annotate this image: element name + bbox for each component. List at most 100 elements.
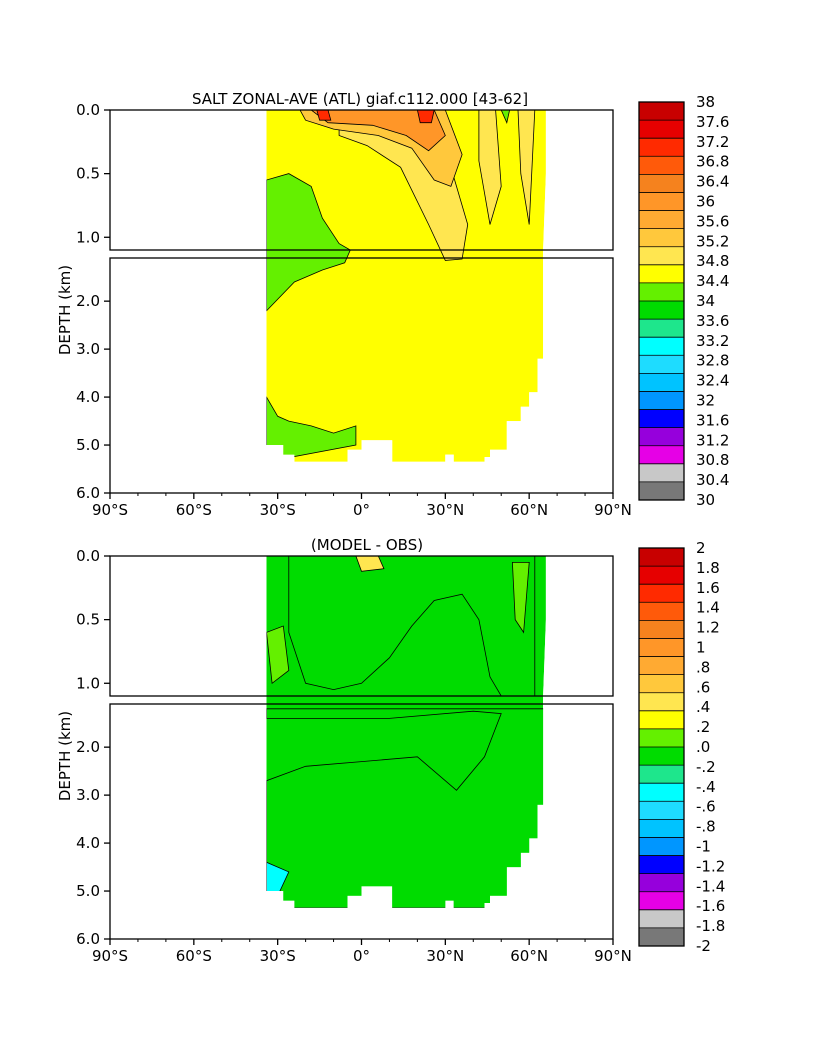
colorbar-swatch [639, 228, 684, 247]
colorbar-label: .0 [696, 738, 710, 756]
y-tick-label: 3.0 [76, 786, 100, 804]
colorbar-swatch [639, 102, 684, 121]
field-region-36.4 [310, 110, 446, 152]
field-region-0.6 [355, 556, 385, 572]
y-tick-label: 6.0 [76, 930, 100, 948]
colorbar-label: -1 [696, 838, 711, 856]
y-tick-label: 4.0 [76, 388, 100, 406]
field-region-0.2 [266, 625, 290, 685]
colorbar-swatch [639, 138, 684, 157]
colorbar-swatch [639, 246, 684, 266]
field-layer [266, 556, 546, 908]
x-tick-label: 30°S [260, 947, 296, 965]
colorbar-label: 37.6 [696, 113, 729, 131]
colorbar-label: 34.8 [696, 252, 729, 270]
colorbar-label: 32 [696, 392, 715, 410]
y-tick-label: 0.5 [76, 165, 100, 183]
y-tick-label: 0.0 [76, 547, 100, 565]
y-tick-label: 6.0 [76, 484, 100, 502]
colorbar-label: .8 [696, 658, 710, 676]
colorbar-swatch [639, 837, 684, 856]
field-region-35.2 [517, 110, 536, 225]
colorbar-label: -.8 [696, 818, 716, 836]
x-tick-label: 60°N [510, 947, 548, 965]
colorbar-swatch [639, 891, 684, 911]
upper-frame [109, 109, 614, 251]
colorbar-label: 35.2 [696, 232, 729, 250]
colorbar-label: -1.2 [696, 857, 725, 875]
colorbar-swatch [639, 301, 684, 320]
y-tick-label: 5.0 [76, 882, 100, 900]
colorbar-label: 36.8 [696, 153, 729, 171]
colorbar-swatch [639, 481, 684, 501]
colorbar-label: 35.6 [696, 212, 729, 230]
field-region-34.4 [266, 395, 357, 462]
colorbar-label: 34.4 [696, 272, 729, 290]
x-tick-label: 0° [353, 947, 370, 965]
field-region-0.0 [266, 708, 546, 908]
colorbar-label: 1.4 [696, 599, 720, 617]
colorbar-swatch [639, 120, 684, 139]
y-tick-label: 1.0 [76, 228, 100, 246]
colorbar-label: 1.2 [696, 619, 720, 637]
colorbar-label: -1.6 [696, 897, 725, 915]
colorbar-swatch [639, 602, 684, 621]
colorbar-swatch [639, 192, 684, 211]
field-layer [266, 110, 546, 462]
x-tick-label: 30°N [426, 501, 464, 519]
field-region-37.2 [316, 110, 332, 121]
colorbar-label: 37.2 [696, 133, 729, 151]
x-tick-label: 60°S [176, 501, 212, 519]
x-tick-label: 90°N [594, 947, 632, 965]
colorbar-label: -1.4 [696, 877, 725, 895]
colorbar-label: 30.8 [696, 451, 729, 469]
field-region-34.4 [500, 110, 511, 124]
colorbar-swatch [639, 638, 684, 657]
y-tick-label: 4.0 [76, 834, 100, 852]
x-tick-label: 60°N [510, 501, 548, 519]
colorbar-label: 38 [696, 93, 715, 111]
colorbar-label: 2 [696, 539, 706, 557]
colorbar-swatch [639, 463, 684, 483]
colorbar-swatch [639, 566, 684, 585]
x-tick-label: 90°S [92, 501, 128, 519]
colorbar-label: 36.4 [696, 173, 729, 191]
colorbar-swatch [639, 855, 684, 874]
colorbar-label: 32.8 [696, 352, 729, 370]
y-axis-label: DEPTH (km) [56, 265, 74, 355]
difference-panel: 90°S 60°S 30°S 0° 30°N 60°N 90°N0.00.51.02.03.… [56, 536, 725, 965]
x-tick-label: 60°S [176, 947, 212, 965]
colorbar-swatch [639, 873, 684, 892]
colorbar-label: .6 [696, 678, 710, 696]
colorbar-label: 31.2 [696, 431, 729, 449]
colorbar-swatch [639, 548, 684, 567]
colorbar-label: 32.4 [696, 372, 729, 390]
colorbar-swatch [639, 710, 684, 730]
colorbar-label: .4 [696, 698, 710, 716]
field-region-0.2 [511, 562, 530, 634]
upper-frame [109, 555, 614, 697]
x-tick-label: 90°S [92, 947, 128, 965]
x-tick-label: 90°N [594, 501, 632, 519]
colorbar-swatch [639, 909, 684, 929]
colorbar-swatch [639, 391, 684, 410]
x-tick-label: 30°N [426, 947, 464, 965]
colorbar-swatch [639, 373, 684, 392]
colorbar-label: 33.6 [696, 312, 729, 330]
colorbar-swatch [639, 801, 684, 820]
colorbar-swatch [639, 747, 684, 766]
colorbar-label: 31.6 [696, 411, 729, 429]
x-tick-label: 0° [353, 501, 370, 519]
colorbar-swatch [639, 282, 684, 302]
y-tick-label: 0.0 [76, 101, 100, 119]
colorbar-label: 36 [696, 193, 715, 211]
y-tick-label: 0.5 [76, 611, 100, 629]
y-axis-label: DEPTH (km) [56, 711, 74, 801]
colorbar-swatch [639, 620, 684, 639]
y-tick-label: 2.0 [76, 738, 100, 756]
y-tick-label: 3.0 [76, 340, 100, 358]
colorbar-swatch [639, 174, 684, 193]
y-tick-label: 1.0 [76, 674, 100, 692]
colorbar-frame [638, 547, 685, 947]
